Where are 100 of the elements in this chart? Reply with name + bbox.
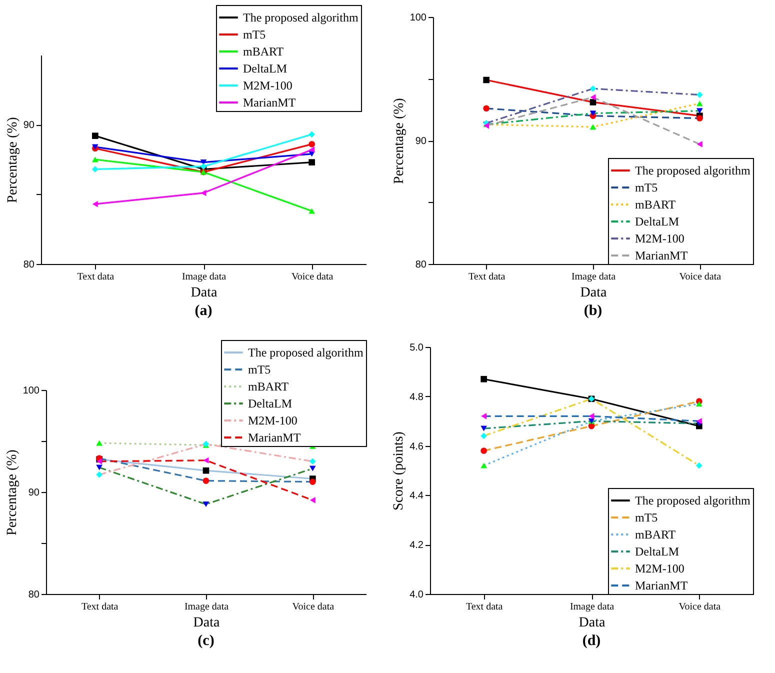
point (696, 141, 702, 148)
legend-label: mT5 (248, 362, 271, 376)
text: (d) (582, 633, 601, 649)
point (590, 99, 596, 106)
point (696, 401, 702, 407)
point (480, 462, 487, 468)
point (92, 200, 98, 208)
legend-label: The proposed algorithm (243, 10, 359, 24)
x-tick-label: Text data (468, 272, 506, 282)
point (96, 440, 102, 446)
x-tick-label: Voice data (291, 272, 334, 282)
y-axis-title: Percentage (%) (4, 449, 20, 536)
x-tick-label: Text data (77, 272, 115, 282)
point (310, 458, 316, 465)
point (590, 110, 596, 116)
point (96, 464, 102, 470)
x-axis-title: Data (193, 616, 220, 630)
legend-label: mT5 (243, 28, 266, 42)
x-axis-title: Data (580, 286, 608, 300)
point (92, 132, 98, 139)
x-axis-title: Data (578, 616, 606, 630)
y-tick-label: 100 (410, 12, 427, 24)
point (480, 376, 487, 382)
point (483, 76, 490, 84)
point (480, 448, 487, 454)
point (202, 478, 210, 484)
legend-label: DeltaLM (635, 544, 680, 558)
x-tick-label: Image data (571, 272, 616, 282)
point (200, 190, 206, 196)
y-tick-label: 80 (23, 260, 35, 270)
point (590, 85, 596, 92)
point (310, 466, 316, 472)
point (202, 502, 210, 507)
y-tick-label: 90 (23, 120, 35, 132)
legend-label: mBART (635, 528, 676, 542)
point (202, 467, 210, 474)
y-axis-title: Score (points) (392, 431, 407, 510)
legend-label: MarianMT (635, 248, 688, 262)
point (200, 163, 207, 170)
y-tick-label: 4.6 (410, 441, 424, 452)
legend-label: M2M-100 (635, 232, 684, 246)
legend-label: M2M-100 (243, 78, 292, 92)
point (92, 156, 98, 162)
point (590, 94, 596, 100)
y-tick-label: 4.8 (410, 392, 424, 403)
legend-label: M2M-100 (248, 414, 298, 428)
text: (a) (194, 303, 212, 319)
legend-label: mT5 (635, 180, 658, 194)
x-tick-label: Image data (182, 272, 227, 282)
point (696, 115, 703, 122)
point (588, 413, 594, 420)
legend-label: mT5 (635, 510, 658, 524)
x-axis-title: Data (190, 286, 218, 300)
x-tick-label: Text data (81, 602, 119, 612)
legend-label: The proposed algorithm (635, 164, 751, 178)
point (308, 208, 315, 214)
point (308, 159, 315, 166)
point (480, 432, 487, 440)
y-tick-label: 90 (28, 488, 40, 498)
legend-label: MarianMT (635, 578, 688, 592)
point (203, 457, 209, 464)
point (310, 478, 316, 485)
y-tick-label: 80 (415, 260, 427, 270)
y-axis-title: Percentage (%) (392, 98, 407, 184)
point (96, 472, 102, 478)
legend-label: DeltaLM (635, 214, 680, 228)
y-tick-label: 4.4 (410, 490, 424, 502)
x-tick-label: Voice data (679, 272, 722, 282)
point (308, 141, 315, 148)
y-tick-label: 4.0 (410, 590, 424, 600)
point (481, 413, 487, 420)
x-tick-label: Voice data (292, 602, 335, 612)
legend-label: mBART (635, 198, 676, 212)
y-tick-label: 5.0 (410, 342, 424, 354)
x-tick-label: Image data (184, 602, 230, 612)
legend-label: mBART (248, 380, 290, 394)
legend-label: DeltaLM (248, 396, 292, 410)
point (590, 124, 596, 130)
point (696, 108, 703, 114)
x-tick-label: Voice data (678, 602, 722, 612)
y-tick-label: 80 (28, 590, 40, 600)
point (308, 131, 315, 138)
point (696, 100, 703, 106)
text: (c) (198, 633, 214, 649)
legend-label: The proposed algorithm (635, 494, 751, 508)
point (696, 92, 703, 98)
legend-label: DeltaLM (243, 62, 288, 76)
legend-label: M2M-100 (635, 562, 684, 576)
point (309, 146, 315, 153)
point (92, 166, 98, 172)
y-tick-label: 90 (415, 136, 427, 147)
y-axis-title: Percentage (%) (5, 116, 20, 203)
text: (b) (584, 303, 602, 319)
y-tick-label: 100 (22, 386, 40, 396)
legend-label: MarianMT (243, 96, 296, 110)
x-tick-label: Text data (466, 602, 504, 612)
legend-label: mBART (243, 44, 284, 58)
point (696, 462, 702, 469)
legend-label: The proposed algorithm (248, 346, 364, 360)
legend-label: MarianMT (248, 430, 302, 444)
